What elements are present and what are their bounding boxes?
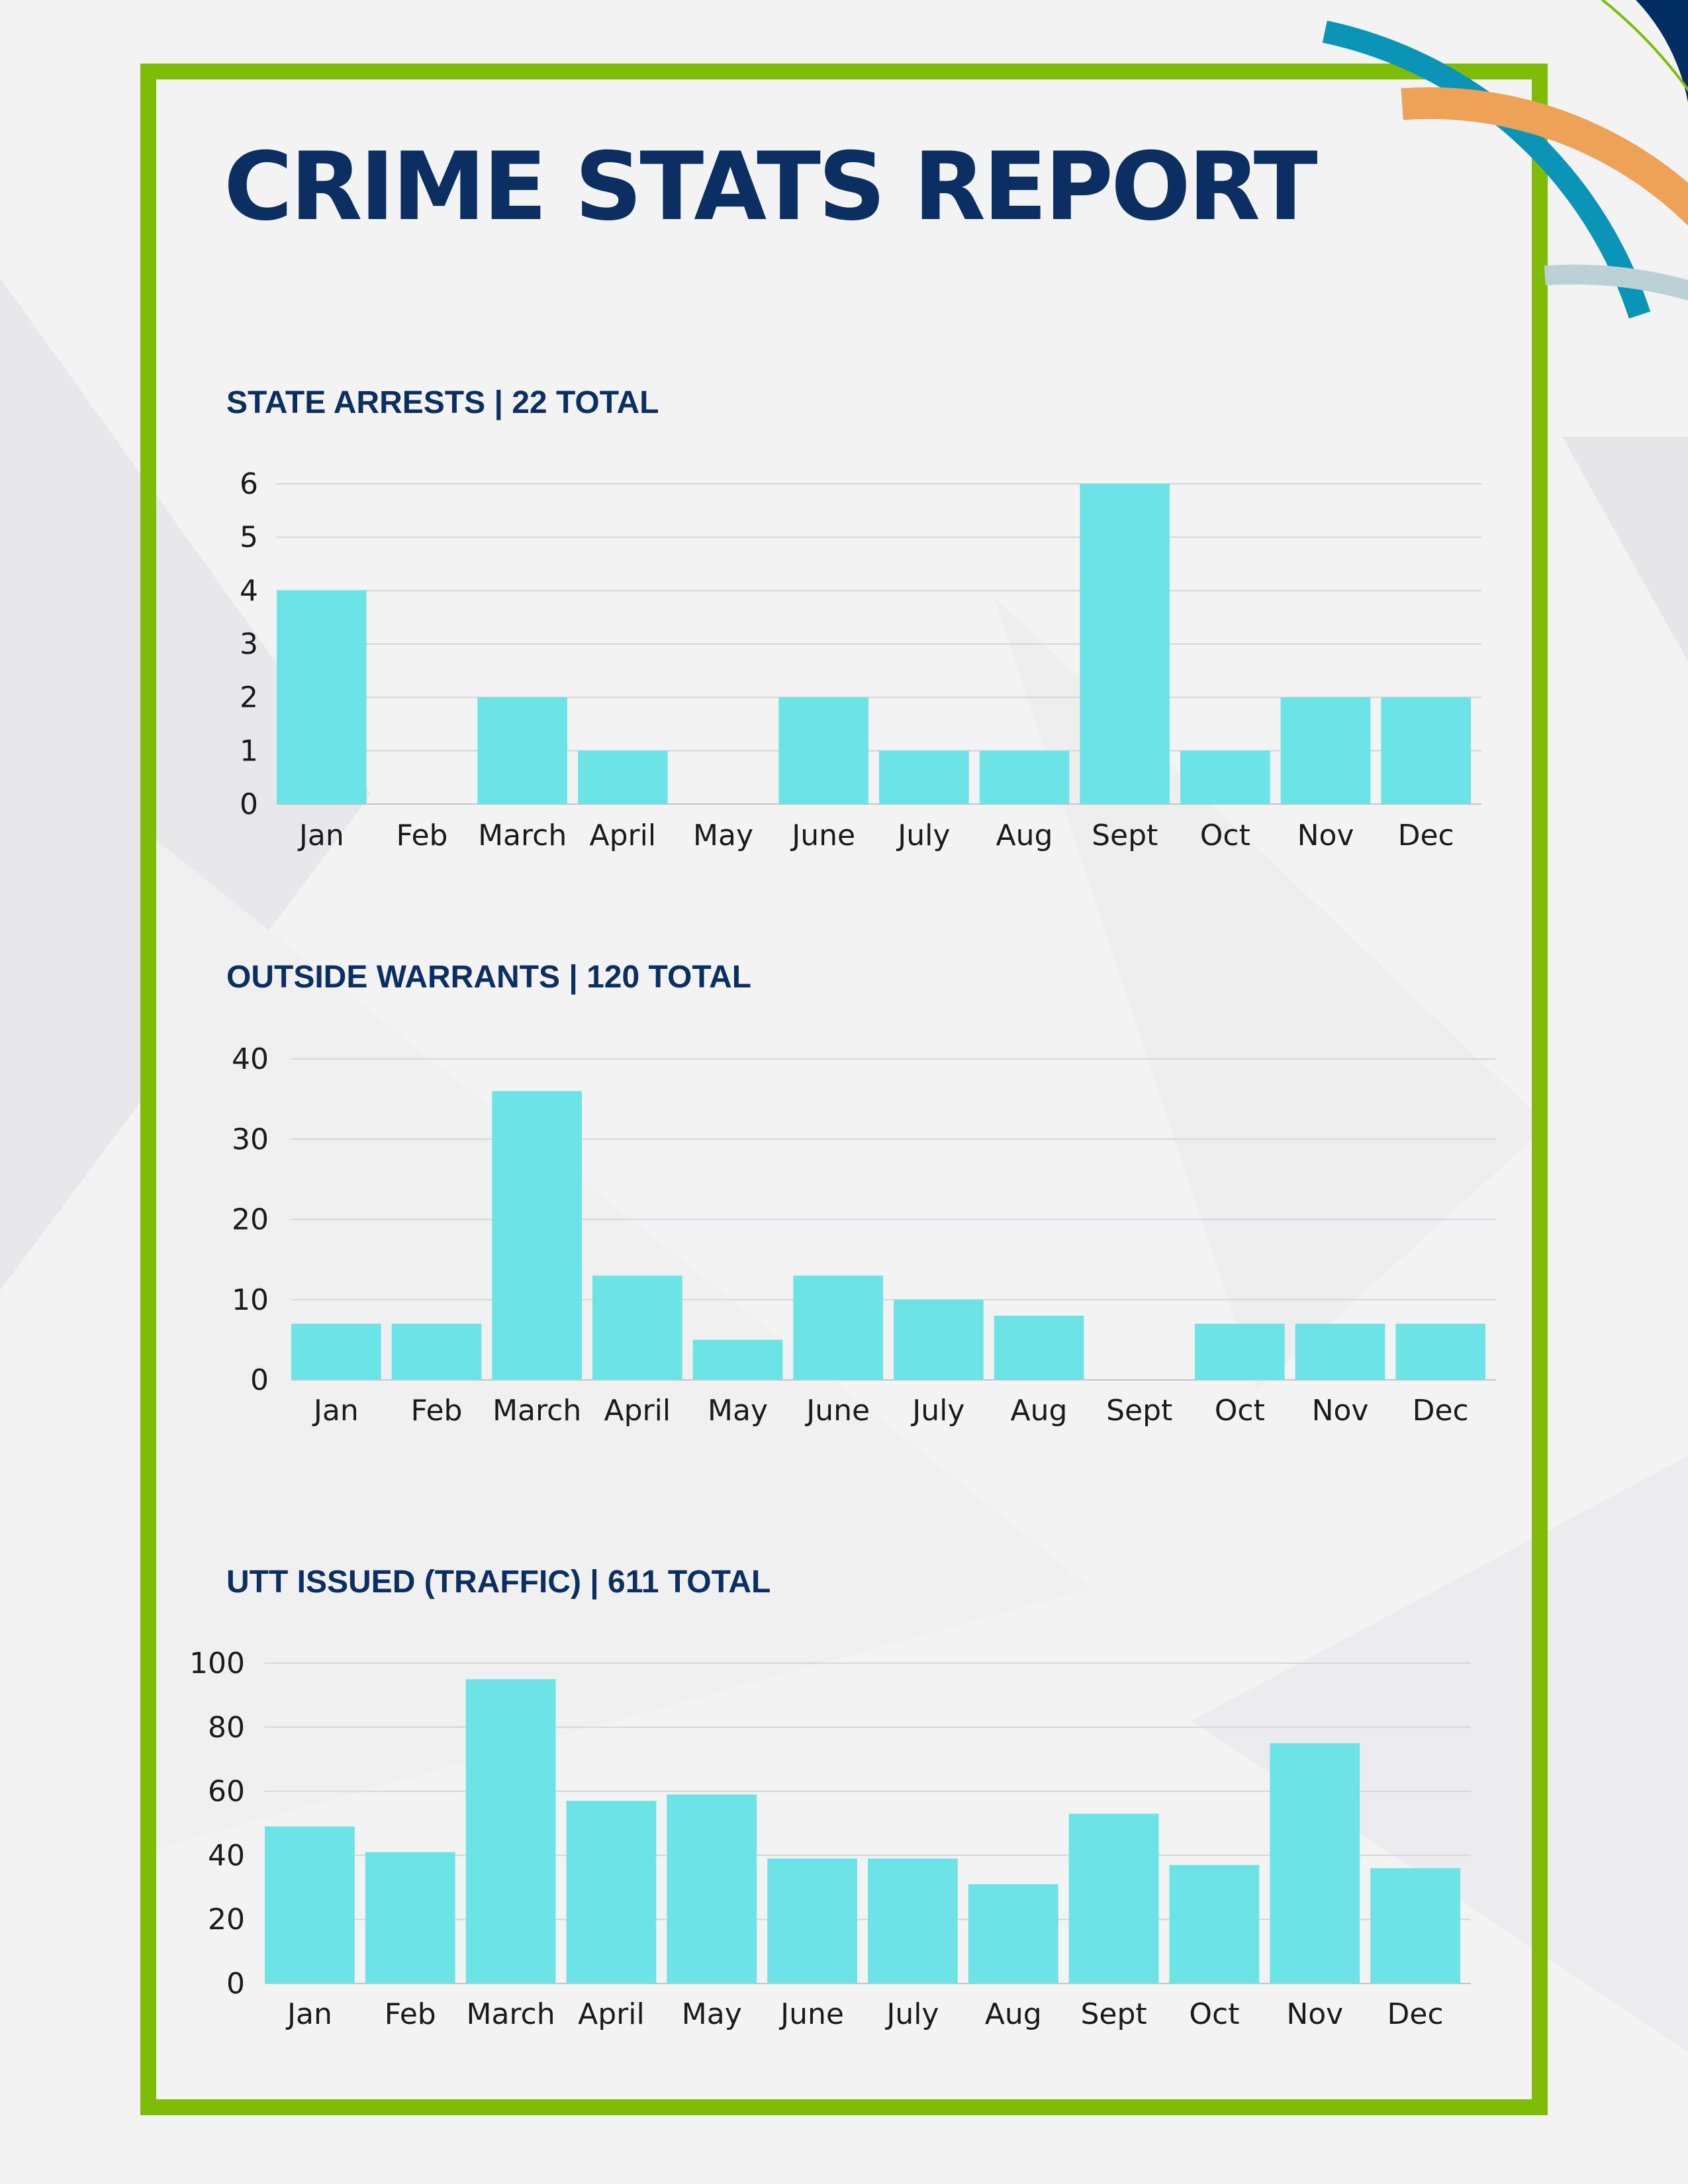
outside-warrants-title: OUTSIDE WARRANTS | 120 TOTAL — [226, 960, 752, 995]
utt-issued-title: UTT ISSUED (TRAFFIC) | 611 TOTAL — [226, 1565, 771, 1600]
report-title: CRIME STATS REPORT — [224, 132, 1318, 242]
state-arrests-title: STATE ARRESTS | 22 TOTAL — [226, 385, 659, 420]
page-frame — [140, 64, 1548, 2115]
